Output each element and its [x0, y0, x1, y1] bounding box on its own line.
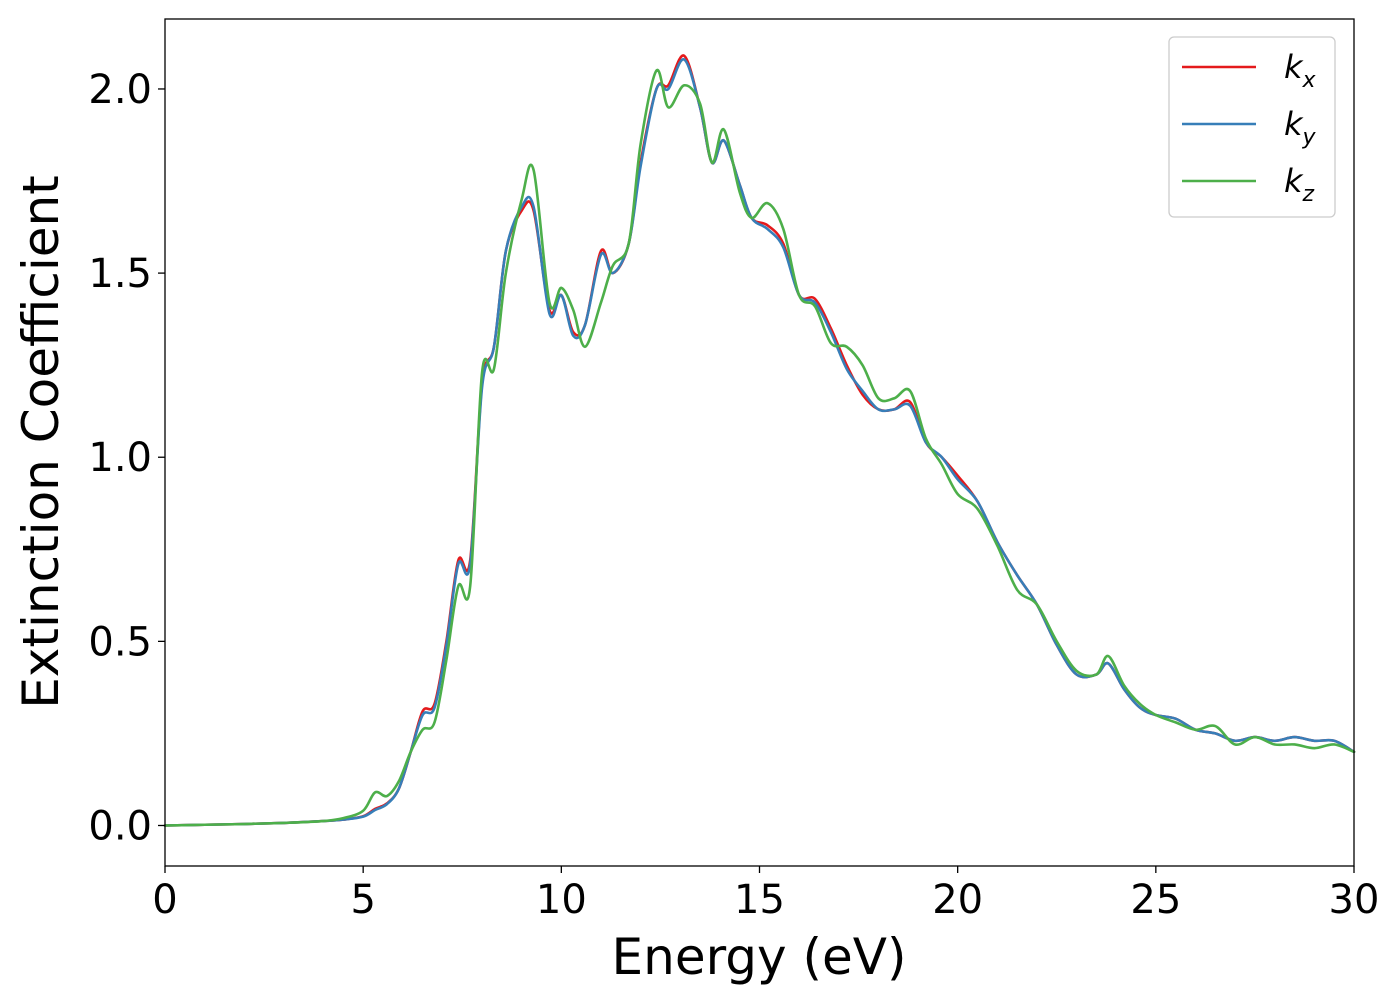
legend-label-main: k	[1284, 48, 1304, 86]
x-tick-label: 30	[1329, 877, 1380, 923]
y-axis: 0.0 0.5 1.0 1.5 2.0	[88, 67, 165, 849]
y-tick-label: 2.0	[88, 67, 152, 113]
series-layer	[163, 54, 1356, 827]
y-tick-label: 0.0	[88, 803, 152, 849]
y-tick-label: 1.0	[88, 435, 152, 481]
x-tick-label: 0	[152, 877, 177, 923]
plot-background	[165, 19, 1354, 866]
legend-label-main: k	[1284, 162, 1304, 200]
legend-label-subscript: y	[1302, 125, 1317, 150]
x-tick-label: 10	[536, 877, 587, 923]
legend-label-kx: kx	[1284, 48, 1317, 93]
x-tick-label: 20	[932, 877, 983, 923]
series-line-kz	[163, 68, 1356, 827]
x-axis-title: Energy (eV)	[612, 928, 907, 986]
legend-label-kz: kz	[1284, 162, 1315, 207]
y-axis-title: Extinction Coefficient	[12, 175, 70, 709]
legend-label-subscript: x	[1302, 68, 1317, 93]
y-tick-label: 0.5	[88, 619, 152, 665]
legend-frame	[1168, 36, 1336, 218]
y-tick-label: 1.5	[88, 251, 152, 297]
legend-label-main: k	[1284, 105, 1304, 143]
legend-label-subscript: z	[1302, 182, 1315, 207]
x-tick-label: 5	[350, 877, 375, 923]
x-tick-label: 15	[734, 877, 785, 923]
x-tick-label: 25	[1130, 877, 1181, 923]
series-line-ky	[163, 58, 1356, 827]
legend-label-ky: ky	[1284, 105, 1317, 150]
x-axis: 0 5 10 15 20 25 30	[152, 866, 1379, 923]
